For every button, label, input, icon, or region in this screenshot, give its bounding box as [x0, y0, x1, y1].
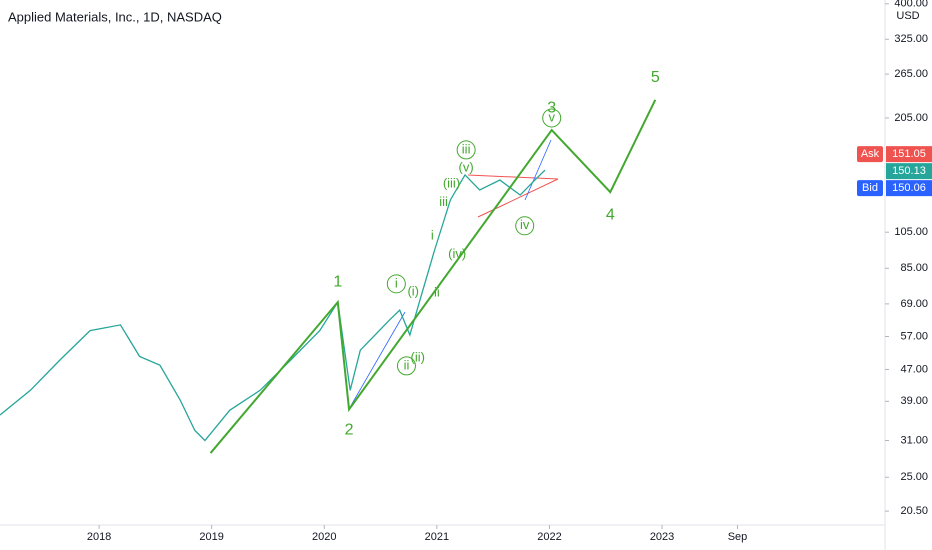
wave-label: (iv) — [448, 246, 466, 261]
x-tick-label: 2022 — [537, 531, 561, 543]
y-tick-label: 25.00 — [900, 471, 928, 483]
y-tick-label: 325.00 — [894, 33, 928, 45]
wave-label: (ii) — [411, 350, 425, 365]
wave-label: i — [431, 227, 434, 242]
tag-label: Bid — [862, 182, 878, 194]
wave-label: v — [548, 109, 555, 124]
x-tick-label: 2019 — [199, 531, 223, 543]
triangle — [467, 174, 559, 218]
price-line — [209, 99, 657, 454]
wave-circle — [386, 274, 406, 294]
y-tick-label: 205.00 — [894, 112, 928, 124]
y-tick-label: 265.00 — [894, 68, 928, 80]
tag-label-bg — [857, 180, 883, 197]
x-tick-label: Sep — [728, 531, 748, 543]
tag-label-bg — [857, 146, 883, 163]
wave-label: 4 — [606, 206, 615, 223]
y-tick-label: 57.00 — [900, 330, 928, 342]
price-tag — [886, 163, 932, 180]
y-tick-label: 69.00 — [900, 298, 928, 310]
wave-circle — [515, 216, 535, 236]
y-tick-label: 20.50 — [900, 505, 928, 517]
wave-label: (v) — [459, 159, 474, 174]
wave-label: iv — [520, 217, 530, 232]
price-tag-text: 150.13 — [892, 165, 926, 177]
chart-title: Applied Materials, Inc., 1D, NASDAQ — [8, 9, 222, 24]
wave-label: ii — [404, 357, 410, 372]
y-tick-label: 400.00 — [894, 0, 928, 10]
wave-label: (i) — [407, 283, 419, 298]
y-tick-label: 31.00 — [900, 434, 928, 446]
tag-label: Ask — [861, 148, 880, 160]
wave-circle — [396, 356, 416, 376]
x-tick-label: 2020 — [312, 531, 336, 543]
y-tick-label: 47.00 — [900, 363, 928, 375]
wave-label: 3 — [547, 99, 556, 116]
y-tick-label: 85.00 — [900, 262, 928, 274]
trend-line — [524, 139, 552, 201]
wave-label: 2 — [345, 422, 354, 439]
wave-label: iii — [462, 141, 471, 156]
y-tick-label: 105.00 — [894, 226, 928, 238]
price-tag — [886, 180, 932, 197]
wave-label: i — [395, 275, 398, 290]
wave-label: 1 — [333, 273, 342, 290]
y-tick-label: 39.00 — [900, 395, 928, 407]
wave-label: iii — [439, 194, 448, 209]
wave-label: ii — [434, 285, 440, 300]
price-tag — [886, 146, 932, 163]
wave-label: (iii) — [443, 176, 460, 191]
wave-label: 5 — [651, 69, 660, 86]
x-tick-label: 2023 — [650, 531, 674, 543]
trend-line — [348, 311, 406, 410]
wave-circle — [456, 140, 476, 160]
x-tick-label: 2018 — [87, 531, 111, 543]
wave-circle — [542, 108, 562, 128]
price-tag-text: 150.06 — [892, 182, 926, 194]
price-tag-text: 151.05 — [892, 148, 926, 160]
x-tick-label: 2021 — [425, 531, 449, 543]
currency: USD — [896, 10, 919, 22]
